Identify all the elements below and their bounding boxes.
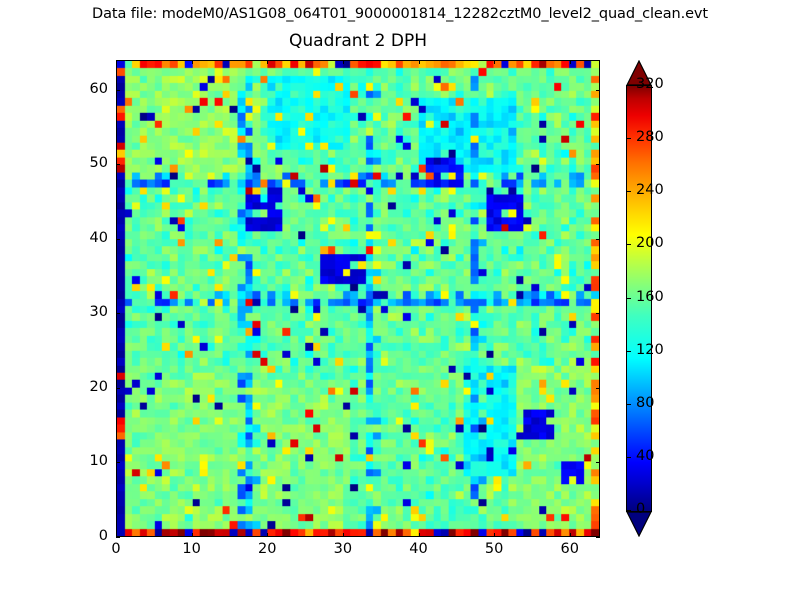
x-axis-tick xyxy=(116,60,117,64)
y-axis-tick xyxy=(596,462,600,464)
heatmap-axes[interactable] xyxy=(116,60,600,537)
y-axis-tick-label: 20 xyxy=(89,378,108,395)
x-axis-tick xyxy=(494,533,496,537)
y-axis-tick-label: 0 xyxy=(98,528,108,544)
data-file-suptitle: Data file: modeM0/AS1G08_064T01_90000018… xyxy=(92,6,708,22)
colorbar-extend-max-arrow-icon xyxy=(626,60,652,86)
y-axis-tick xyxy=(116,164,120,166)
y-axis-tick-label: 40 xyxy=(89,229,108,246)
x-axis-tick-label: 30 xyxy=(333,541,353,557)
x-axis-tick-label: 10 xyxy=(182,541,201,557)
colorbar-tick xyxy=(626,403,631,405)
y-axis-tick xyxy=(596,89,600,91)
page-title: Quadrant 2 DPH xyxy=(289,31,427,51)
colorbar-tick-label: 240 xyxy=(636,182,664,199)
y-axis-tick xyxy=(116,537,120,538)
y-axis-tick-label: 30 xyxy=(89,304,108,321)
colorbar-tick-label: 200 xyxy=(636,235,664,252)
colorbar-tick-label: 280 xyxy=(636,129,664,146)
y-axis-tick xyxy=(596,387,600,389)
y-axis-tick xyxy=(596,164,600,166)
x-axis-tick xyxy=(418,60,420,64)
x-axis-tick xyxy=(267,533,269,537)
colorbar[interactable] xyxy=(626,60,652,537)
colorbar-tick-label: 80 xyxy=(636,394,655,411)
x-axis-tick xyxy=(342,533,344,537)
y-axis-tick xyxy=(596,537,600,538)
y-axis-tick xyxy=(596,313,600,315)
colorbar-tick xyxy=(626,191,631,193)
y-axis-tick-label: 50 xyxy=(89,155,108,172)
colorbar-tick-label: 320 xyxy=(636,76,664,92)
heatmap-image xyxy=(117,61,599,536)
colorbar-tick-label: 40 xyxy=(636,447,655,464)
colorbar-tick-label: 120 xyxy=(636,341,664,358)
y-axis-tick xyxy=(116,387,120,389)
y-axis-tick-label: 60 xyxy=(89,80,108,97)
colorbar-tick-label: 0 xyxy=(636,501,646,517)
y-axis-tick xyxy=(116,89,120,91)
x-axis-tick xyxy=(267,60,269,64)
y-axis-tick xyxy=(116,313,120,315)
colorbar-tick xyxy=(626,350,631,352)
y-axis-tick xyxy=(596,238,600,240)
colorbar-tick xyxy=(626,244,631,246)
y-axis-tick xyxy=(116,462,120,464)
colorbar-extend-min-arrow-icon xyxy=(626,511,652,537)
x-axis-tick xyxy=(494,60,496,64)
x-axis-tick xyxy=(418,533,420,537)
colorbar-tick xyxy=(626,297,631,299)
colorbar-tick xyxy=(626,456,631,458)
x-axis-tick xyxy=(116,533,117,537)
colorbar-tick xyxy=(626,85,631,86)
x-axis-tick xyxy=(191,533,193,537)
colorbar-tick xyxy=(626,510,631,511)
x-axis-tick xyxy=(569,533,571,537)
colorbar-tick-label: 160 xyxy=(636,288,664,305)
y-axis-tick xyxy=(116,238,120,240)
colorbar-gradient xyxy=(626,85,652,512)
x-axis-tick-label: 20 xyxy=(258,541,277,557)
x-axis-tick-label: 0 xyxy=(111,541,121,557)
x-axis-tick xyxy=(191,60,193,64)
x-axis-tick xyxy=(342,60,344,64)
y-axis-tick-label: 10 xyxy=(89,453,108,470)
x-axis-tick xyxy=(569,60,571,64)
x-axis-tick-label: 40 xyxy=(409,541,428,557)
colorbar-tick xyxy=(626,138,631,140)
x-axis-tick-label: 60 xyxy=(560,541,579,557)
x-axis-tick-label: 50 xyxy=(484,541,504,557)
